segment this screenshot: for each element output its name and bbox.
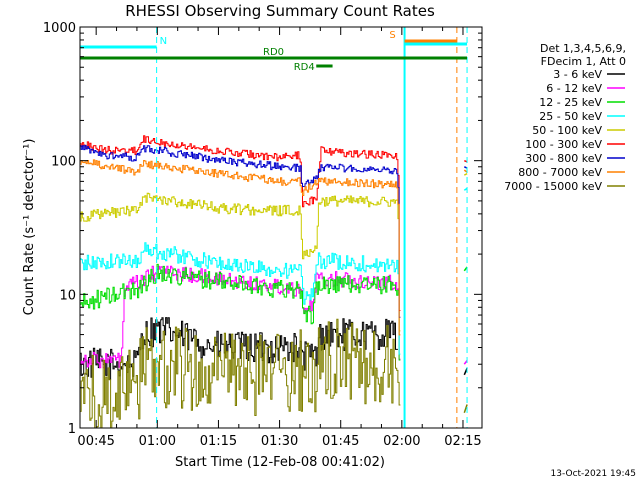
series-line-7	[80, 159, 401, 336]
series-segment-8	[463, 404, 468, 414]
axis-layer: 00:45 01:00 01:15 01:30 01:45 02:00 02:15 1 10 10…	[43, 21, 482, 449]
series-line-4	[80, 192, 401, 332]
x-tick-label-3: 01:30	[261, 434, 298, 449]
series-line-3	[80, 242, 401, 355]
legend-label-5: 100 - 300 keV	[525, 138, 602, 151]
legend-label-7: 800 - 7000 keV	[518, 166, 602, 179]
series-segment-4	[463, 172, 468, 176]
chart-title: RHESSI Observing Summary Count Rates	[125, 2, 435, 20]
legend-header-0: Det 1,3,4,5,6,9,	[540, 42, 626, 55]
y-tick-label-1: 10	[59, 288, 76, 303]
series-line-5	[80, 135, 401, 311]
x-tick-label-0: 00:45	[77, 434, 114, 449]
legend-label-1: 6 - 12 keV	[546, 82, 602, 95]
flag-label-4: RD4	[294, 62, 315, 73]
flag-layer: N S RD0 RD4	[80, 30, 468, 73]
x-tick-label-1: 01:00	[139, 434, 176, 449]
timestamp-label: 13-Oct-2021 19:45	[551, 469, 636, 479]
x-tick-label-2: 01:15	[200, 434, 237, 449]
y-tick-label-0: 1	[68, 422, 76, 437]
legend-label-8: 7000 - 15000 keV	[504, 180, 602, 193]
flag-label-2: S	[389, 30, 395, 41]
marker-layer	[156, 27, 468, 428]
legend-label-2: 12 - 25 keV	[539, 96, 602, 109]
x-tick-label-6: 02:15	[444, 434, 481, 449]
legend-label-6: 300 - 800 keV	[525, 152, 602, 165]
legend-label-4: 50 - 100 keV	[532, 124, 602, 137]
series-layer	[80, 135, 468, 429]
legend: Det 1,3,4,5,6,9,FDecim 1, Att 03 - 6 keV…	[504, 42, 626, 193]
series-line-1	[80, 265, 401, 369]
y-tick-label-2: 100	[51, 155, 76, 170]
series-line-2	[80, 263, 401, 361]
y-axis-label: Count Rate (s⁻¹ detector⁻¹)	[22, 139, 37, 316]
legend-header-1: FDecim 1, Att 0	[541, 55, 626, 68]
x-tick-label-4: 01:45	[322, 434, 359, 449]
legend-label-3: 25 - 50 keV	[539, 110, 602, 123]
flag-label-0: N	[160, 36, 167, 47]
x-tick-label-5: 02:00	[383, 434, 420, 449]
x-axis-label: Start Time (12-Feb-08 00:41:02)	[175, 455, 385, 470]
flag-label-3: RD0	[263, 47, 284, 58]
plot-frame	[79, 26, 483, 429]
legend-label-0: 3 - 6 keV	[553, 68, 602, 81]
series-line-8	[80, 318, 401, 429]
y-tick-label-3: 1000	[43, 21, 76, 36]
series-line-6	[80, 144, 401, 318]
